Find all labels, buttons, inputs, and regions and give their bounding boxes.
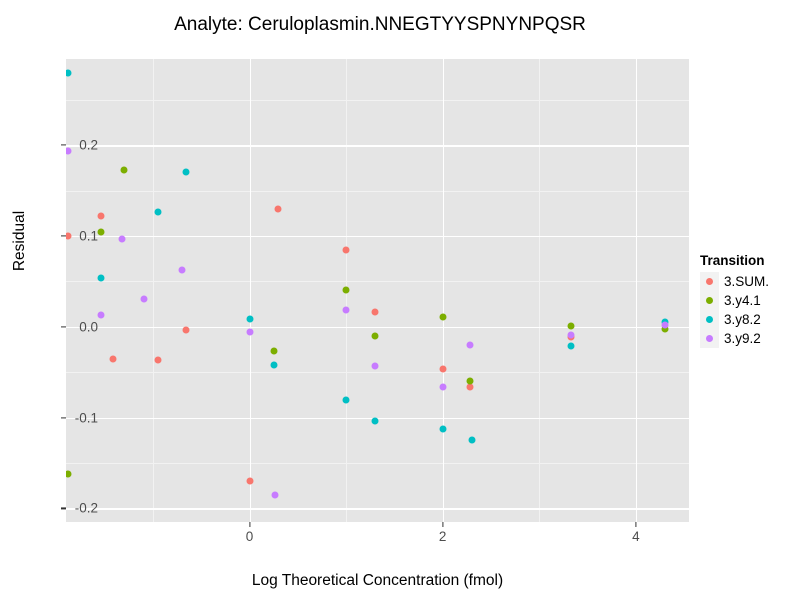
data-point — [154, 356, 162, 364]
legend-swatch-icon — [700, 272, 719, 291]
x-axis-tick-mark — [248, 522, 251, 527]
legend-title: Transition — [700, 253, 765, 268]
data-point — [66, 147, 72, 155]
legend-items: 3.SUM. 3.y4.1 3.y8.2 3.y9.2 — [700, 272, 769, 348]
y-axis-tick-mark — [61, 417, 66, 419]
y-axis-tick-label: 0.1 — [79, 228, 98, 244]
data-point — [246, 328, 254, 336]
legend-item-3[interactable]: 3.y9.2 — [700, 329, 769, 348]
data-point — [466, 377, 474, 385]
y-axis-title: Residual — [11, 210, 28, 272]
legend-item-label: 3.y8.2 — [724, 312, 761, 327]
data-point — [270, 361, 278, 369]
y-axis-tick-mark — [61, 235, 66, 237]
data-point — [371, 308, 379, 316]
gridline-minor-horizontal — [66, 462, 689, 464]
y-axis-tick-mark — [61, 507, 66, 509]
data-point — [468, 436, 476, 444]
x-axis-tick-label: 2 — [438, 529, 447, 544]
data-point — [371, 332, 379, 340]
gridline-minor-vertical — [152, 59, 154, 522]
page-title: Analyte: Ceruloplasmin.NNEGTYYSPNYNPQSR — [174, 14, 586, 35]
gridline-minor-horizontal — [66, 190, 689, 192]
data-point — [271, 491, 279, 499]
data-point — [342, 246, 350, 254]
data-point — [246, 315, 254, 323]
data-point — [118, 235, 126, 243]
x-axis-title: Log Theoretical Concentration (fmol) — [251, 572, 504, 589]
gridline-major-horizontal — [66, 508, 689, 510]
data-point — [109, 355, 117, 363]
legend-swatch-icon — [700, 291, 719, 310]
y-axis-tick-label: -0.2 — [74, 500, 98, 516]
data-point — [567, 322, 575, 330]
gridline-major-horizontal — [66, 236, 689, 238]
data-point — [661, 321, 669, 329]
gridline-major-vertical — [635, 59, 638, 522]
gridline-major-vertical — [442, 59, 445, 522]
x-axis-tick-label: 0 — [245, 529, 254, 544]
data-point — [439, 365, 447, 373]
data-point — [342, 286, 350, 294]
legend-item-0[interactable]: 3.SUM. — [700, 272, 769, 291]
data-point — [371, 362, 379, 370]
legend: Transition 3.SUM. 3.y4.1 3.y8.2 3.y9.2 — [700, 253, 769, 348]
data-point — [270, 347, 278, 355]
data-point — [97, 274, 105, 282]
data-point — [66, 69, 72, 77]
legend-item-label: 3.y9.2 — [724, 331, 761, 346]
data-point — [274, 205, 282, 213]
data-point — [154, 208, 162, 216]
data-point — [140, 295, 148, 303]
y-axis-tick-mark — [61, 144, 66, 146]
gridline-minor-vertical — [539, 59, 541, 522]
data-point — [182, 326, 190, 334]
data-point — [661, 325, 669, 333]
legend-swatch-icon — [700, 329, 719, 348]
y-axis-tick-label: 0.2 — [79, 137, 98, 153]
data-point — [66, 232, 72, 240]
legend-item-label: 3.y4.1 — [724, 293, 761, 308]
data-point — [371, 417, 379, 425]
y-axis-tick-label: 0.0 — [79, 319, 98, 335]
data-point — [178, 266, 186, 274]
data-point — [567, 331, 575, 339]
data-point — [246, 477, 254, 485]
legend-item-2[interactable]: 3.y8.2 — [700, 310, 769, 329]
data-point — [439, 383, 447, 391]
data-point — [567, 342, 575, 350]
gridline-minor-horizontal — [66, 281, 689, 283]
gridline-minor-horizontal — [66, 372, 689, 373]
legend-swatch-icon — [700, 310, 719, 329]
data-point — [182, 168, 190, 176]
legend-item-1[interactable]: 3.y4.1 — [700, 291, 769, 310]
x-axis-tick-label: 4 — [632, 529, 640, 544]
data-point — [342, 306, 350, 314]
plot-panel — [66, 59, 689, 522]
y-axis-tick-mark — [61, 326, 66, 328]
gridline-major-horizontal — [66, 145, 689, 147]
x-axis-tick-mark — [442, 522, 444, 527]
y-axis-tick-label: -0.1 — [74, 410, 98, 426]
legend-item-label: 3.SUM. — [724, 274, 770, 289]
gridline-minor-horizontal — [66, 99, 689, 101]
gridline-major-horizontal — [66, 326, 689, 329]
data-point — [97, 228, 105, 236]
data-point — [466, 341, 474, 349]
data-point — [342, 396, 350, 404]
data-point — [120, 166, 128, 174]
data-point — [97, 311, 105, 319]
data-point — [439, 425, 447, 433]
x-axis-tick-mark — [635, 522, 637, 527]
data-point — [97, 212, 105, 220]
data-point — [66, 470, 72, 478]
data-point — [466, 383, 474, 391]
data-point — [439, 313, 447, 321]
gridline-major-vertical — [249, 59, 251, 522]
